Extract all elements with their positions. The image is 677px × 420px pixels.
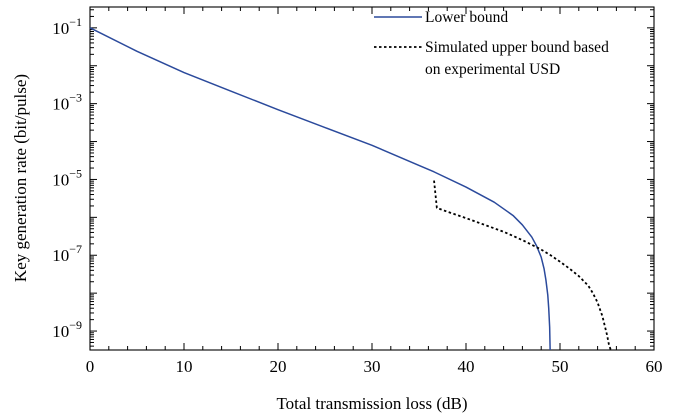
y-tick-label: 10−5 [52, 166, 82, 189]
plot-frame [89, 6, 655, 351]
y-tick-label: 10−9 [52, 318, 82, 341]
legend-label: Lower bound [425, 9, 508, 26]
y-tick-label: 10−3 [52, 91, 82, 114]
y-axis-title: Key generation rate (bit/pulse) [11, 74, 30, 282]
x-tick-label: 40 [458, 357, 475, 376]
x-tick-label: 60 [646, 357, 663, 376]
legend: Lower bound Simulated upper bound based on… [374, 9, 609, 78]
series-line-0 [89, 27, 551, 351]
x-tick-label: 30 [364, 357, 381, 376]
y-tick-label: 10−7 [52, 242, 82, 265]
y-tick-label: 10−1 [52, 15, 82, 38]
x-tick-label: 20 [270, 357, 287, 376]
series-line-1 [433, 180, 612, 351]
x-tick-label: 50 [552, 357, 569, 376]
x-tick-label: 0 [86, 357, 95, 376]
legend-label: on experimental USD [425, 61, 560, 78]
legend-label: Simulated upper bound based [425, 39, 609, 56]
x-tick-label: 10 [176, 357, 193, 376]
series-layer [89, 27, 612, 351]
x-axis-title: Total transmission loss (dB) [276, 394, 467, 413]
axis-ticks: 0 10 20 30 40 50 60 10−9 10−7 10−5 10−3 10−1 [52, 7, 663, 376]
